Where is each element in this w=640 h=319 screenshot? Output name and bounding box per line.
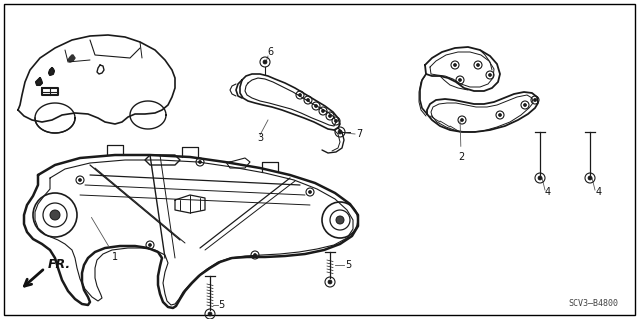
Circle shape: [488, 73, 492, 77]
Circle shape: [338, 130, 342, 134]
Polygon shape: [49, 68, 54, 75]
Circle shape: [253, 254, 257, 256]
Circle shape: [458, 78, 461, 81]
Circle shape: [538, 176, 542, 180]
Text: 5: 5: [345, 260, 351, 270]
Circle shape: [321, 109, 324, 113]
Circle shape: [79, 179, 81, 182]
Circle shape: [308, 190, 312, 194]
Circle shape: [328, 115, 332, 117]
Circle shape: [50, 210, 60, 220]
Circle shape: [461, 118, 463, 122]
Circle shape: [148, 243, 152, 247]
Circle shape: [499, 114, 502, 116]
Polygon shape: [36, 78, 42, 85]
Text: 5: 5: [218, 300, 224, 310]
Text: 1: 1: [92, 217, 118, 262]
Text: SCV3–B4800: SCV3–B4800: [568, 299, 618, 308]
Circle shape: [335, 120, 337, 122]
Text: 3: 3: [257, 133, 263, 143]
Text: 7: 7: [356, 129, 362, 139]
Text: 4: 4: [596, 187, 602, 197]
Circle shape: [454, 63, 456, 66]
Circle shape: [477, 63, 479, 66]
Text: 6: 6: [267, 47, 273, 57]
Circle shape: [263, 60, 267, 64]
Circle shape: [208, 312, 212, 316]
Circle shape: [336, 216, 344, 224]
Circle shape: [298, 93, 301, 97]
Circle shape: [534, 99, 536, 101]
Text: 4: 4: [545, 187, 551, 197]
Text: FR.: FR.: [48, 258, 71, 271]
Circle shape: [328, 280, 332, 284]
Circle shape: [588, 176, 592, 180]
Circle shape: [314, 105, 317, 108]
Circle shape: [198, 160, 202, 164]
Circle shape: [524, 103, 527, 107]
Text: 2: 2: [458, 121, 464, 162]
Circle shape: [307, 99, 310, 101]
Polygon shape: [68, 55, 75, 62]
